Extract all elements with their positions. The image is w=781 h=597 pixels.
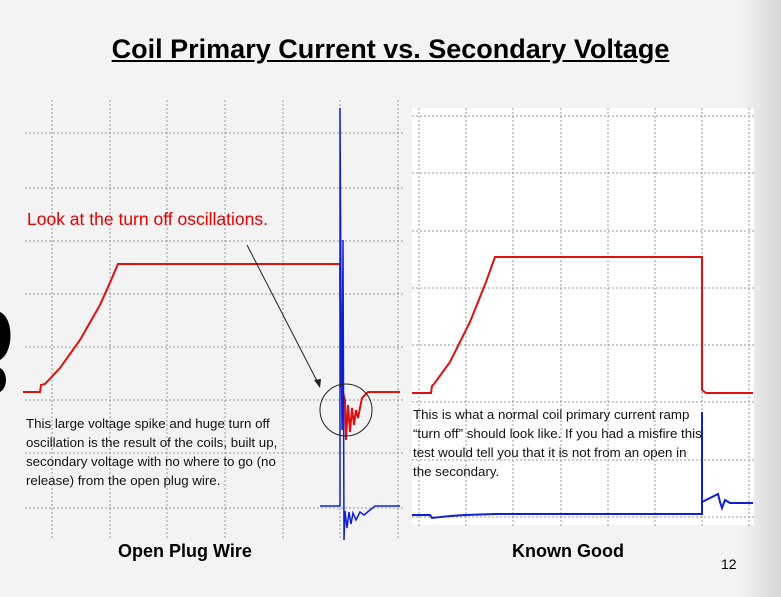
left-caption: Open Plug Wire (118, 541, 252, 561)
annotation-arrow (246, 244, 319, 384)
right-secondary-voltage-trace (412, 412, 753, 520)
right-scope-background (412, 108, 754, 525)
right-description: This is what a normal coil primary curre… (413, 407, 702, 479)
arrow-head (314, 379, 321, 388)
right-primary-current-trace (412, 256, 753, 394)
right-caption: Known Good (512, 541, 624, 561)
highlight-circle (319, 383, 373, 437)
right-grid (412, 108, 754, 528)
left-bullet-shape (0, 312, 11, 392)
left-secondary-voltage-trace (320, 107, 400, 541)
page-number: 12 (721, 556, 737, 572)
left-description: This large voltage spike and huge turn o… (26, 416, 278, 488)
slide-title: Coil Primary Current vs. Secondary Volta… (111, 34, 670, 64)
turn-off-annotation: Look at the turn off oscillations. (27, 209, 268, 229)
